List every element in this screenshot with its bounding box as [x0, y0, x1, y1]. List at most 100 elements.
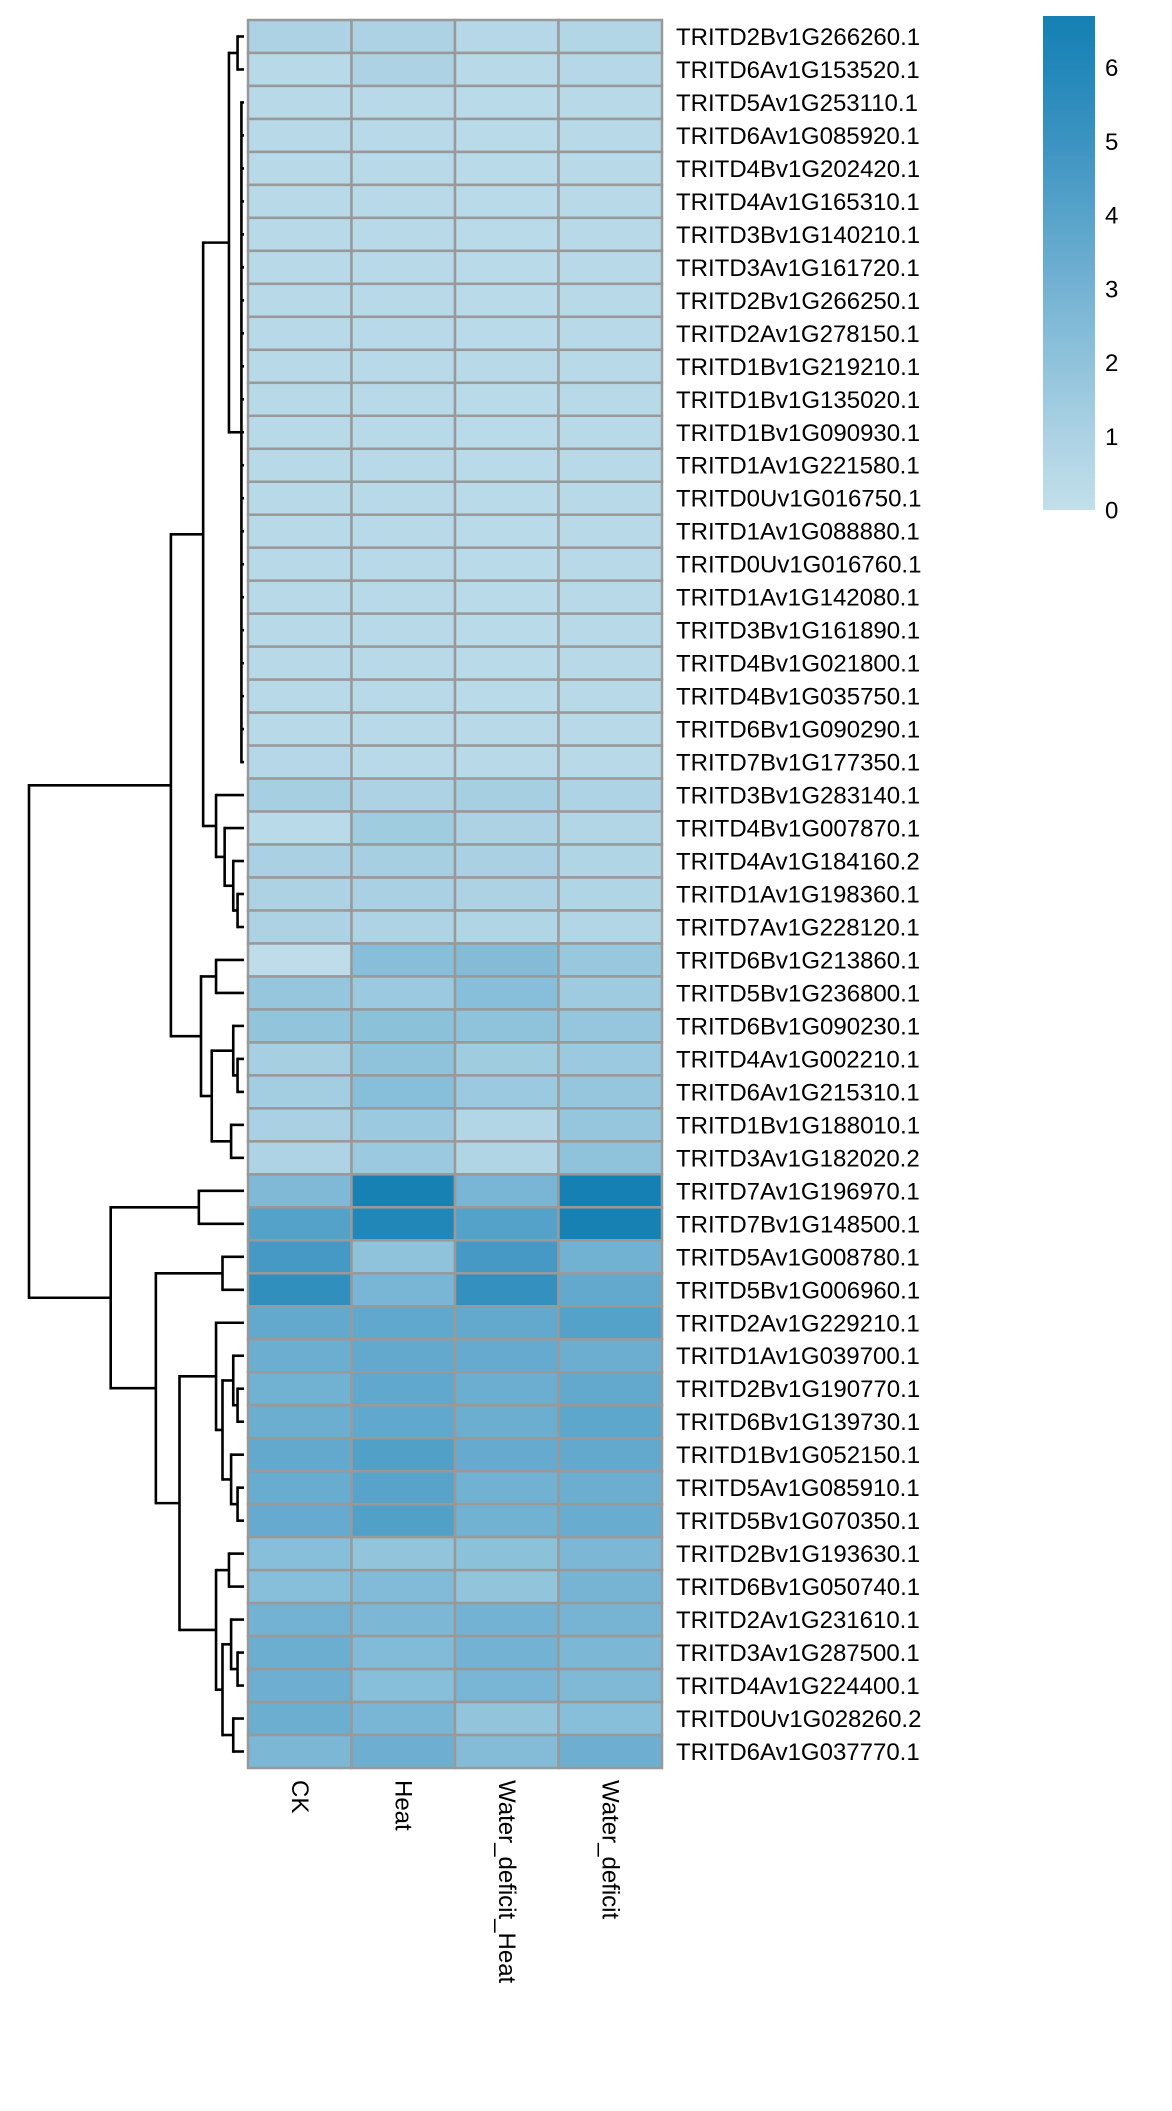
- row-label: TRITD4Av1G224400.1: [676, 1673, 920, 1700]
- heatmap-cell: [350, 1436, 457, 1473]
- heatmap-cell: [453, 1239, 560, 1275]
- row-label: TRITD1Bv1G090930.1: [676, 420, 920, 447]
- heatmap-cell: [557, 1140, 664, 1176]
- row-label: TRITD1Bv1G135020.1: [676, 387, 920, 414]
- heatmap-cell: [246, 249, 353, 286]
- row-label: TRITD1Bv1G052150.1: [676, 1442, 920, 1469]
- heatmap-cell: [453, 810, 560, 846]
- heatmap-cell: [350, 645, 457, 681]
- heatmap-cell: [246, 1008, 353, 1044]
- heatmap-cell: [246, 1733, 353, 1770]
- heatmap-cell: [453, 1667, 560, 1704]
- heatmap-cell: [557, 513, 664, 549]
- row-label: TRITD7Av1G196970.1: [676, 1178, 920, 1205]
- heatmap-cell: [246, 546, 353, 582]
- heatmap-cell: [246, 1173, 353, 1209]
- row-label: TRITD3Bv1G140210.1: [676, 222, 920, 249]
- heatmap-cell: [246, 1140, 353, 1176]
- column-label: Water_deficit: [596, 1780, 623, 1919]
- heatmap-cell: [453, 1173, 560, 1209]
- heatmap-cell: [557, 1436, 664, 1473]
- heatmap-cell: [453, 249, 560, 286]
- row-label: TRITD7Av1G228120.1: [676, 914, 920, 941]
- row-label: TRITD4Bv1G007870.1: [676, 816, 920, 843]
- row-label: TRITD6Av1G085920.1: [676, 123, 920, 150]
- legend-color-bar: [1043, 16, 1095, 510]
- row-label: TRITD1Bv1G219210.1: [676, 354, 920, 381]
- legend-tick-label: 1: [1105, 424, 1118, 451]
- heatmap-cell: [453, 909, 560, 945]
- heatmap-cell: [557, 1403, 664, 1440]
- heatmap-cell: [453, 1206, 560, 1242]
- heatmap-cell: [557, 876, 664, 912]
- row-label: TRITD2Av1G231610.1: [676, 1607, 920, 1634]
- heatmap-cell: [557, 1206, 664, 1242]
- heatmap-cell: [350, 1568, 457, 1605]
- heatmap-cell: [246, 51, 353, 88]
- row-label: TRITD1Av1G221580.1: [676, 453, 920, 480]
- heatmap-cell: [453, 381, 560, 418]
- heatmap-cell: [350, 348, 457, 385]
- heatmap-cell: [350, 1403, 457, 1440]
- heatmap-cell: [453, 1469, 560, 1506]
- heatmap-cell: [350, 1305, 457, 1341]
- heatmap-cell: [557, 546, 664, 582]
- heatmap-cell: [557, 1107, 664, 1143]
- row-labels: TRITD2Bv1G266260.1 TRITD6Av1G153520.1 TRIT…: [676, 24, 921, 1766]
- column-label: CK: [286, 1780, 313, 1813]
- heatmap-cell: [350, 744, 457, 780]
- heatmap-cell: [557, 414, 664, 451]
- heatmap-cell: [246, 942, 353, 978]
- heatmap-cell: [350, 150, 457, 187]
- row-label: TRITD4Bv1G202420.1: [676, 156, 920, 183]
- heatmap-cell: [453, 678, 560, 714]
- heatmap-cell: [557, 678, 664, 714]
- heatmap-cell: [557, 711, 664, 747]
- heatmap-cell: [246, 1700, 353, 1737]
- heatmap-cell: [453, 18, 560, 55]
- heatmap-cell: [453, 348, 560, 385]
- row-label: TRITD0Uv1G016760.1: [676, 552, 921, 579]
- heatmap-cell: [453, 843, 560, 879]
- heatmap-cell: [453, 612, 560, 648]
- heatmap-cell: [350, 1469, 457, 1506]
- heatmap-cell: [246, 1436, 353, 1473]
- heatmap-cell: [246, 1403, 353, 1440]
- heatmap-cell: [557, 183, 664, 220]
- heatmap-cell: [557, 282, 664, 319]
- row-label: TRITD0Uv1G028260.2: [676, 1706, 921, 1733]
- heatmap-cell: [453, 1535, 560, 1572]
- heatmap-cell: [246, 645, 353, 681]
- heatmap-cell: [350, 711, 457, 747]
- row-label: TRITD4Bv1G035750.1: [676, 684, 920, 711]
- heatmap-cell: [557, 1568, 664, 1605]
- heatmap-cell: [350, 1370, 457, 1407]
- heatmap-cell: [246, 711, 353, 747]
- heatmap-cell: [557, 1272, 664, 1308]
- heatmap-cell: [453, 315, 560, 352]
- heatmap-cell: [557, 579, 664, 615]
- row-label: TRITD6Bv1G090230.1: [676, 1013, 920, 1040]
- row-label: TRITD5Bv1G006960.1: [676, 1277, 920, 1304]
- heatmap-cell: [350, 216, 457, 253]
- heatmap-cell: [350, 183, 457, 220]
- heatmap-cell: [557, 1041, 664, 1077]
- row-label: TRITD1Av1G142080.1: [676, 585, 920, 612]
- heatmap-cell: [453, 876, 560, 912]
- heatmap-cell: [453, 1403, 560, 1440]
- heatmap-cell: [453, 1436, 560, 1473]
- row-label: TRITD1Av1G039700.1: [676, 1343, 920, 1370]
- heatmap-cell: [557, 1733, 664, 1770]
- row-label: TRITD3Bv1G161890.1: [676, 618, 920, 645]
- heatmap-cell: [453, 282, 560, 319]
- heatmap-cell: [350, 1667, 457, 1704]
- heatmap-cell: [246, 183, 353, 220]
- heatmap-cell: [350, 1601, 457, 1638]
- heatmap-cell: [350, 447, 457, 483]
- heatmap-cell: [246, 612, 353, 648]
- row-label: TRITD4Av1G002210.1: [676, 1046, 920, 1073]
- heatmap-cell: [350, 249, 457, 286]
- heatmap-cell: [350, 942, 457, 978]
- heatmap-cell: [350, 1008, 457, 1044]
